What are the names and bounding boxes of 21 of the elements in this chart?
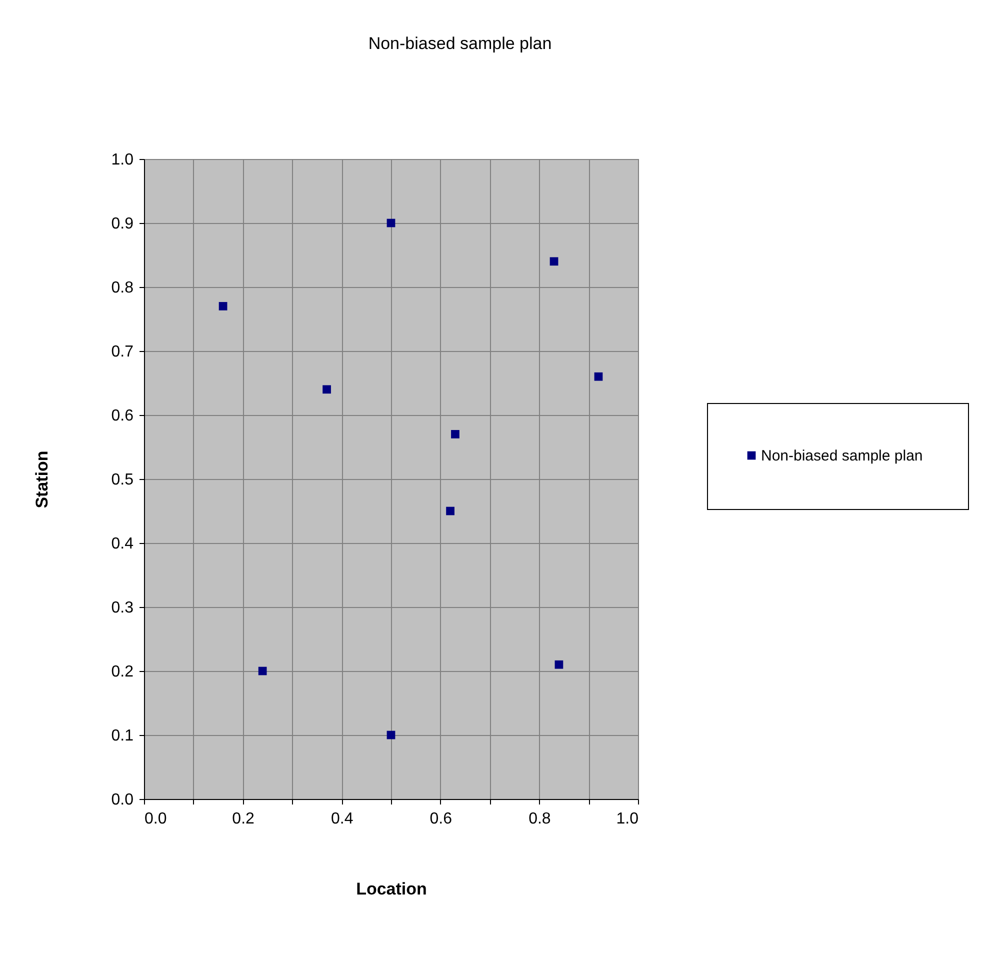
x-tick-label: 0.6 (430, 810, 452, 828)
x-tick-label: 1.0 (616, 810, 639, 828)
y-tick-label: 0.5 (111, 472, 134, 488)
y-tick-label: 0.0 (111, 792, 134, 808)
y-tick-label: 0.6 (111, 408, 134, 424)
chart-title: Non-biased sample plan (368, 34, 552, 53)
y-tick-label: 1.0 (111, 152, 134, 168)
y-tick-label: 0.9 (111, 216, 134, 232)
y-tick-label: 0.4 (111, 536, 134, 552)
x-tick-label: 0.0 (144, 810, 167, 828)
y-axis-title: Station (32, 450, 52, 508)
x-axis-title: Location (356, 880, 427, 898)
y-tick-label: 0.8 (111, 280, 134, 296)
legend-label: Non-biased sample plan (761, 448, 923, 464)
y-tick-label: 0.2 (111, 664, 134, 680)
x-tick-label: 0.4 (330, 810, 354, 828)
y-tick-label: 0.7 (111, 344, 134, 360)
x-tick-label: 0.2 (232, 810, 255, 828)
y-tick-label: 0.1 (111, 728, 134, 744)
y-tick-label: 0.3 (111, 600, 134, 616)
x-tick-label: 0.8 (528, 810, 551, 828)
